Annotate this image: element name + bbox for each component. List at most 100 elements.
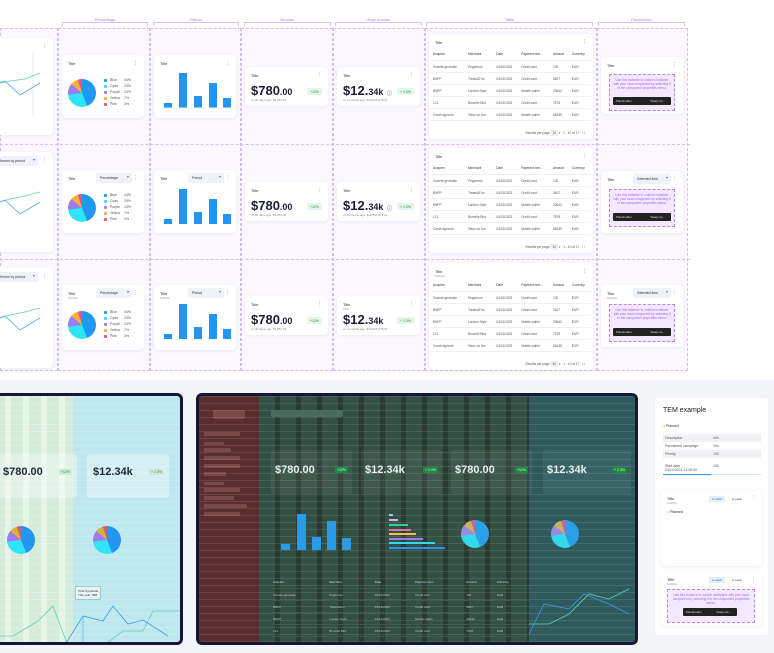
- table-row[interactable]: Credit Agricole Tatoo on fun 04/13/2023 Mob…: [431, 108, 591, 121]
- swap-instance-button[interactable]: Placeholder Swap ins...: [683, 608, 737, 616]
- pie-chart: [7, 526, 35, 554]
- more-icon[interactable]: ⋮: [751, 576, 756, 582]
- bar-chart-card: Title Period ⋮: [154, 170, 236, 233]
- table-row[interactable]: Societe generale Pepperoni 04/15/2023 Credi…: [431, 291, 591, 304]
- layout-frame-cyan: $780.00 +12% $12.34k + 2.3% Total Syndic…: [0, 393, 183, 645]
- table-row[interactable]: Societe generale Pepperoni 04/15/2023 Credi…: [431, 60, 591, 73]
- period-select[interactable]: Mmmm by period: [0, 156, 38, 166]
- more-icon[interactable]: ⋮: [582, 39, 587, 45]
- more-icon[interactable]: ⋮: [409, 187, 414, 193]
- huge-value: $12.34k ⓘ: [343, 83, 392, 98]
- more-icon[interactable]: ⋮: [317, 72, 322, 78]
- pie-chart: [461, 520, 489, 548]
- more-icon[interactable]: ⋮: [751, 495, 756, 501]
- bar-chart: [162, 73, 234, 109]
- more-icon[interactable]: ⋮: [409, 72, 414, 78]
- more-icon[interactable]: ⋮: [409, 301, 414, 307]
- more-icon[interactable]: ⋮: [225, 175, 230, 181]
- more-icon[interactable]: ⋮: [42, 273, 47, 279]
- placeholder-card: Title Subtitle Selected item ⋮ Use this …: [601, 285, 683, 347]
- horizontal-bar-chart: [367, 514, 447, 554]
- table-row[interactable]: Societe generale Pepperoni 04/15/2023 Credi…: [431, 174, 591, 187]
- pie-chart: [68, 194, 96, 222]
- more-icon[interactable]: ⋮: [225, 290, 230, 296]
- number-card: $780.00 +12%: [451, 450, 532, 494]
- label-tag[interactable]: ● Label: [709, 577, 725, 583]
- label-tag[interactable]: ● Label: [732, 497, 742, 501]
- bar-chart: [164, 189, 231, 224]
- more-icon[interactable]: ⋮: [42, 157, 47, 163]
- huge-number-card: Title Title ⋮ $12.34k + 2.3% vs 3 months…: [337, 296, 420, 335]
- field-list: Description N/A Permanent campaign Yes Pri…: [663, 434, 761, 475]
- row-divider: [0, 259, 690, 260]
- swap-instance-button[interactable]: Placeholder Swap ins...: [613, 328, 671, 336]
- more-icon[interactable]: ⋮: [672, 176, 677, 182]
- label-tag[interactable]: ● Label: [732, 578, 742, 582]
- table-row[interactable]: Credit Agricole Tatoo on fun 04/13/2023 Mob…: [431, 222, 591, 235]
- more-icon[interactable]: ⋮: [133, 175, 138, 181]
- item-select[interactable]: Selected item: [633, 174, 671, 184]
- table-row[interactable]: BNPP Treats&Fun 04/13/2023 Credit card 3627 E…: [431, 303, 591, 316]
- table-card: Title ⋮ Acquirer Merchant Date Payment met.…: [429, 34, 593, 139]
- period-select[interactable]: Period: [188, 288, 224, 298]
- col-header-huge-number: Huge number: [335, 17, 422, 26]
- table-row[interactable]: BNPP London Style 04/13/2023 Mobile wallet 2…: [431, 198, 591, 211]
- percentage-select[interactable]: Percentage: [96, 173, 132, 183]
- more-icon[interactable]: ⋮: [672, 290, 677, 296]
- table-row[interactable]: BNPP Treats&Fun 04/13/2023 Credit card 3627 E…: [431, 186, 591, 199]
- component-showcase: Percentage Period Number Huge number Tab…: [0, 0, 774, 380]
- rows-per-page-select[interactable]: 10: [550, 130, 559, 136]
- percentage-select[interactable]: Percentage: [96, 288, 132, 298]
- table-row[interactable]: BNPP London Style 04/13/2023 Mobile wallet 2…: [431, 315, 591, 328]
- swap-instance-button[interactable]: Placeholder Swap ins...: [613, 213, 671, 221]
- more-icon[interactable]: ⋮: [225, 60, 230, 66]
- number-card: Title ⋮ $780.00 +12% vs 30 days ago: $1,…: [245, 296, 328, 335]
- data-table: Acquirer Merchant Date Payment met... Amount…: [431, 162, 591, 235]
- more-icon[interactable]: ⋮: [133, 60, 138, 66]
- trend-badge: + 2.3%: [397, 317, 414, 324]
- trend-badge: +12%: [306, 317, 322, 324]
- chevron-down-icon: [219, 291, 221, 293]
- more-icon[interactable]: ⋮: [582, 268, 587, 274]
- line-chart-card: Mmmm by period ⋮: [0, 152, 53, 252]
- table-row[interactable]: BNPP Treats&Fun 04/13/2023 Credit card 3627 E…: [431, 72, 591, 85]
- table-row[interactable]: LCL Bruxelle Bird 04/13/2023 Credit card 757…: [431, 327, 591, 340]
- number-value: $780.00: [251, 198, 293, 213]
- number-card: $780.00 +12%: [0, 454, 77, 498]
- tem-placeholder-card: Title Subtitle ● Label ● Label ⋮ Use thi…: [661, 571, 762, 626]
- bar-chart-card: Title Subtitle Period ⋮: [154, 285, 236, 350]
- more-icon[interactable]: ⋮: [42, 43, 47, 49]
- placeholder-slot: Use this instance to custom workplace wi…: [667, 589, 755, 623]
- period-select[interactable]: Mmmm by period: [0, 272, 38, 282]
- more-icon[interactable]: ⋮: [582, 153, 587, 159]
- more-icon[interactable]: ⋮: [317, 301, 322, 307]
- next-page-icon[interactable]: ›: [583, 131, 585, 135]
- more-icon[interactable]: ⋮: [672, 62, 677, 68]
- more-icon[interactable]: ⋮: [133, 290, 138, 296]
- number-card: Title ⋮ $780.00 +12% vs 30 days ago: $1,…: [245, 182, 328, 221]
- pagination: Results per page 10 ▾ 1 - 10 of 17 ‹ ›: [525, 130, 585, 136]
- huge-number-card: Title ⋮ $12.34k ⓘ + 2.3% vs 3 months ago…: [337, 182, 420, 221]
- col-header-percentage: Percentage: [62, 17, 148, 26]
- col-header-number: Number: [244, 17, 331, 26]
- prev-page-icon[interactable]: ‹: [581, 131, 584, 135]
- more-icon[interactable]: ⋮: [317, 187, 322, 193]
- pie-chart: [93, 526, 121, 554]
- table-row[interactable]: LCL Bruxelle Bird 04/13/2023 Credit card 757…: [431, 210, 591, 223]
- period-select[interactable]: Period: [188, 173, 224, 183]
- line-chart: [0, 53, 41, 115]
- label-tag[interactable]: ● Label: [709, 496, 725, 502]
- sidebar-overlay: [199, 396, 259, 642]
- table-row[interactable]: LCL Bruxelle Bird 04/13/2023 Credit card 757…: [431, 96, 591, 109]
- chevron-down-icon: [33, 275, 35, 277]
- item-select[interactable]: Selected item: [633, 288, 671, 298]
- chevron-down-icon: [666, 177, 668, 179]
- pie-legend: Blue 44% Cyan 29% Purple 13% Yellow 7% Pink 3…: [104, 309, 140, 339]
- table-row[interactable]: BNPP London Style 04/13/2023 Mobile wallet 2…: [431, 84, 591, 97]
- table-row[interactable]: Credit Agricole Tatoo on fun 04/13/2023 Mob…: [431, 339, 591, 352]
- placeholder-slot: Use this instance to custom container wi…: [609, 304, 675, 342]
- swap-instance-button[interactable]: Placeholder Swap ins...: [613, 97, 671, 105]
- placeholder-slot: Use this instance to custom container wi…: [609, 189, 675, 227]
- panel-title: TEM example: [663, 407, 707, 414]
- line-chart: [0, 307, 41, 331]
